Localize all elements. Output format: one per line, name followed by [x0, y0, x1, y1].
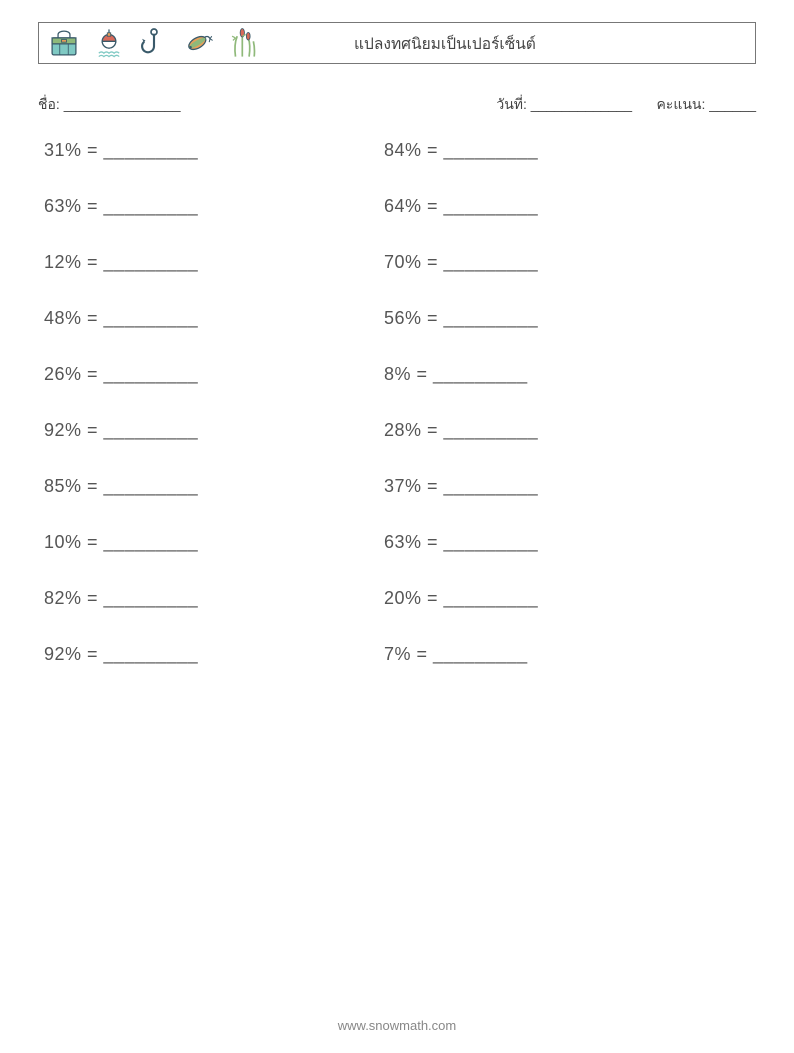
hook-icon: [137, 26, 171, 60]
problem-value: 70%: [384, 252, 422, 272]
problem-cell: 85% = _________: [44, 476, 384, 497]
problem-value: 20%: [384, 588, 422, 608]
date-blank: _____________: [527, 96, 632, 112]
problem-cell: 63% = _________: [44, 196, 384, 217]
problem-value: 28%: [384, 420, 422, 440]
problem-cell: 82% = _________: [44, 588, 384, 609]
problem-cell: 7% = _________: [384, 644, 724, 665]
date-field: วันที่: _____________: [496, 94, 632, 116]
problem-blank: = _________: [82, 308, 199, 328]
name-field: ชื่อ: _______________: [38, 94, 181, 116]
problem-blank: = _________: [422, 420, 539, 440]
problem-cell: 28% = _________: [384, 420, 724, 441]
problem-blank: = _________: [82, 420, 199, 440]
problem-value: 84%: [384, 140, 422, 160]
problem-value: 63%: [44, 196, 82, 216]
problem-value: 92%: [44, 644, 82, 664]
header-box: แปลงทศนิยมเป็นเปอร์เซ็นต์: [38, 22, 756, 64]
problem-value: 10%: [44, 532, 82, 552]
problem-cell: 8% = _________: [384, 364, 724, 385]
problem-blank: = _________: [82, 252, 199, 272]
problem-blank: = _________: [82, 140, 199, 160]
problem-blank: = _________: [422, 308, 539, 328]
problem-cell: 63% = _________: [384, 532, 724, 553]
problem-blank: = _________: [422, 588, 539, 608]
problem-row: 92% = _________ 7% = _________: [44, 644, 744, 700]
problem-cell: 56% = _________: [384, 308, 724, 329]
problem-cell: 64% = _________: [384, 196, 724, 217]
problem-row: 85% = _________ 37% = _________: [44, 476, 744, 532]
name-label: ชื่อ:: [38, 96, 60, 112]
problem-cell: 48% = _________: [44, 308, 384, 329]
problem-value: 64%: [384, 196, 422, 216]
problem-row: 63% = _________ 64% = _________: [44, 196, 744, 252]
problem-row: 31% = _________ 84% = _________: [44, 140, 744, 196]
date-label: วันที่:: [496, 96, 527, 112]
problem-blank: = _________: [422, 252, 539, 272]
problem-value: 48%: [44, 308, 82, 328]
name-blank: _______________: [60, 96, 181, 112]
problem-cell: 26% = _________: [44, 364, 384, 385]
problem-blank: = _________: [411, 644, 528, 664]
problem-cell: 92% = _________: [44, 644, 384, 665]
problem-row: 10% = _________ 63% = _________: [44, 532, 744, 588]
reeds-icon: [227, 26, 261, 60]
problem-value: 37%: [384, 476, 422, 496]
problem-cell: 12% = _________: [44, 252, 384, 273]
problem-row: 82% = _________ 20% = _________: [44, 588, 744, 644]
problem-blank: = _________: [422, 476, 539, 496]
tackle-box-icon: [47, 26, 81, 60]
problem-blank: = _________: [82, 476, 199, 496]
problem-value: 8%: [384, 364, 411, 384]
problem-row: 12% = _________ 70% = _________: [44, 252, 744, 308]
problem-row: 26% = _________ 8% = _________: [44, 364, 744, 420]
problem-blank: = _________: [82, 532, 199, 552]
score-field: คะแนน: ______: [656, 94, 756, 116]
problem-blank: = _________: [422, 196, 539, 216]
problem-cell: 31% = _________: [44, 140, 384, 161]
worksheet-page: แปลงทศนิยมเป็นเปอร์เซ็นต์ ชื่อ: ________…: [0, 0, 794, 1053]
problem-value: 7%: [384, 644, 411, 664]
problem-blank: = _________: [82, 588, 199, 608]
problem-value: 56%: [384, 308, 422, 328]
problem-blank: = _________: [82, 364, 199, 384]
problem-value: 31%: [44, 140, 82, 160]
problem-blank: = _________: [411, 364, 528, 384]
problem-value: 82%: [44, 588, 82, 608]
problem-row: 48% = _________ 56% = _________: [44, 308, 744, 364]
problem-value: 26%: [44, 364, 82, 384]
problem-value: 85%: [44, 476, 82, 496]
problem-value: 12%: [44, 252, 82, 272]
problem-value: 92%: [44, 420, 82, 440]
worksheet-title: แปลงทศนิยมเป็นเปอร์เซ็นต์: [354, 31, 755, 56]
problem-cell: 37% = _________: [384, 476, 724, 497]
score-blank: ______: [705, 96, 756, 112]
problems-grid: 31% = _________ 84% = _________ 63% = __…: [44, 140, 744, 700]
problem-blank: = _________: [82, 644, 199, 664]
problem-value: 63%: [384, 532, 422, 552]
problem-cell: 70% = _________: [384, 252, 724, 273]
problem-cell: 20% = _________: [384, 588, 724, 609]
problem-cell: 10% = _________: [44, 532, 384, 553]
problem-cell: 92% = _________: [44, 420, 384, 441]
problem-row: 92% = _________ 28% = _________: [44, 420, 744, 476]
header-icons: [39, 26, 261, 60]
problem-blank: = _________: [422, 532, 539, 552]
bobber-icon: [92, 26, 126, 60]
lure-icon: [182, 26, 216, 60]
problem-blank: = _________: [422, 140, 539, 160]
problem-blank: = _________: [82, 196, 199, 216]
score-label: คะแนน:: [656, 96, 705, 112]
footer-url: www.snowmath.com: [0, 1018, 794, 1033]
problem-cell: 84% = _________: [384, 140, 724, 161]
